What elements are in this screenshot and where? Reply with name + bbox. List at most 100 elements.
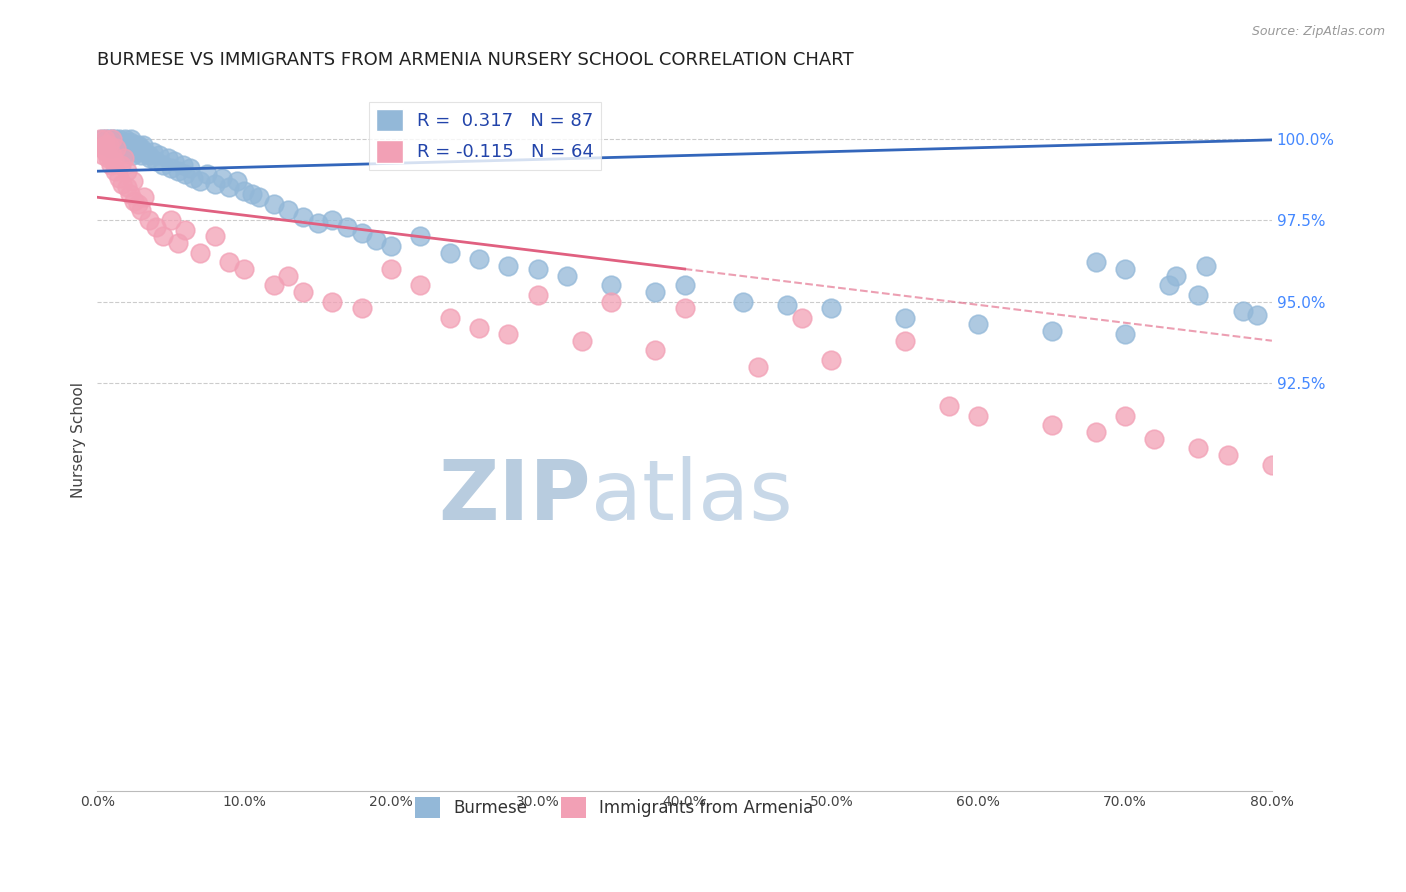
Point xyxy=(138,148,160,162)
Point xyxy=(142,145,165,159)
Point xyxy=(167,164,190,178)
Point xyxy=(172,158,194,172)
Point xyxy=(139,151,162,165)
Point xyxy=(321,294,343,309)
Point xyxy=(115,180,138,194)
Point xyxy=(571,334,593,348)
Point xyxy=(1040,418,1063,433)
Point xyxy=(733,294,755,309)
Point xyxy=(409,278,432,293)
Point xyxy=(120,131,142,145)
Point xyxy=(380,262,402,277)
Point xyxy=(967,409,990,423)
Point xyxy=(527,262,550,277)
Text: BURMESE VS IMMIGRANTS FROM ARMENIA NURSERY SCHOOL CORRELATION CHART: BURMESE VS IMMIGRANTS FROM ARMENIA NURSE… xyxy=(97,51,853,69)
Point xyxy=(100,158,122,172)
Point xyxy=(225,174,247,188)
Point xyxy=(468,320,491,334)
Point xyxy=(174,168,197,182)
Point xyxy=(291,285,314,299)
Point xyxy=(134,145,156,159)
Point xyxy=(790,310,813,325)
Point xyxy=(1187,442,1209,456)
Point xyxy=(468,252,491,267)
Point xyxy=(1195,259,1218,273)
Point xyxy=(218,255,240,269)
Point xyxy=(115,145,138,159)
Point xyxy=(1166,268,1188,283)
Text: ZIP: ZIP xyxy=(439,456,591,537)
Point xyxy=(350,301,373,315)
Legend: Burmese, Immigrants from Armenia: Burmese, Immigrants from Armenia xyxy=(408,790,820,824)
Point xyxy=(108,170,131,185)
Point xyxy=(673,301,696,315)
Point xyxy=(148,148,170,162)
Point xyxy=(131,203,153,218)
Point xyxy=(97,135,120,149)
Point xyxy=(110,158,132,172)
Point xyxy=(90,131,112,145)
Point xyxy=(91,148,114,162)
Point xyxy=(498,259,520,273)
Point xyxy=(1159,278,1181,293)
Point xyxy=(122,194,145,208)
Point xyxy=(747,359,769,374)
Point xyxy=(138,213,160,227)
Point xyxy=(118,135,141,149)
Point xyxy=(263,278,285,293)
Point xyxy=(894,334,917,348)
Point xyxy=(145,219,167,234)
Point xyxy=(644,285,666,299)
Point xyxy=(247,190,270,204)
Point xyxy=(101,148,124,162)
Point xyxy=(125,145,148,159)
Point xyxy=(112,151,135,165)
Point xyxy=(97,151,120,165)
Point xyxy=(103,154,125,169)
Point xyxy=(121,174,143,188)
Point xyxy=(211,170,233,185)
Point xyxy=(240,186,263,201)
Point xyxy=(336,219,359,234)
Point xyxy=(152,229,174,244)
Point xyxy=(131,141,153,155)
Point xyxy=(163,154,186,169)
Point xyxy=(277,203,299,218)
Point xyxy=(1084,425,1107,439)
Point xyxy=(101,131,124,145)
Point xyxy=(409,229,432,244)
Point xyxy=(112,135,135,149)
Point xyxy=(152,158,174,172)
Point xyxy=(174,223,197,237)
Point xyxy=(90,141,112,155)
Point xyxy=(1187,288,1209,302)
Point xyxy=(117,141,139,155)
Point xyxy=(115,164,138,178)
Point xyxy=(101,138,124,153)
Point xyxy=(98,131,121,145)
Point xyxy=(179,161,201,175)
Point xyxy=(263,196,285,211)
Point xyxy=(122,141,145,155)
Point xyxy=(1232,304,1254,318)
Point xyxy=(93,138,115,153)
Point xyxy=(145,154,167,169)
Point xyxy=(89,131,111,145)
Point xyxy=(105,138,128,153)
Point xyxy=(233,262,256,277)
Point xyxy=(291,210,314,224)
Point xyxy=(188,245,211,260)
Point xyxy=(938,399,960,413)
Point xyxy=(127,138,149,153)
Point xyxy=(1114,327,1136,342)
Point xyxy=(820,353,842,368)
Point xyxy=(600,294,623,309)
Point xyxy=(1216,448,1239,462)
Point xyxy=(93,138,115,153)
Point xyxy=(188,174,211,188)
Point xyxy=(600,278,623,293)
Point xyxy=(498,327,520,342)
Point xyxy=(103,135,125,149)
Point xyxy=(204,178,226,192)
Point xyxy=(277,268,299,283)
